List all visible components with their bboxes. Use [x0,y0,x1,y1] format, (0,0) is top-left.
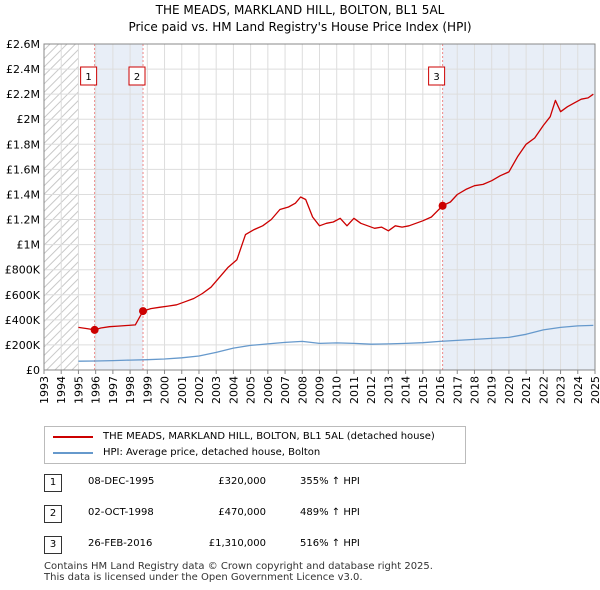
x-tick-label: 1997 [107,376,120,404]
property-price-line [78,93,594,331]
hpi-line [78,324,594,362]
chart-title: THE MEADS, MARKLAND HILL, BOLTON, BL1 5A… [155,3,445,17]
sale-label-box-1 [80,66,98,86]
x-tick-label: 2020 [503,376,516,404]
footer-copyright: Contains HM Land Registry data © Crown c… [44,561,433,572]
ownership-shade-2 [442,44,595,370]
sale-label-text-3: 3 [433,72,439,83]
y-tick-label: £2.2M [6,88,40,101]
x-tick-label: 2025 [589,376,600,404]
sale-date: 02-OCT-1998 [88,507,154,518]
sale-hpi-change: 489% ↑ HPI [300,507,360,518]
x-tick-label: 2002 [193,376,206,404]
footer-licence: This data is licensed under the Open Gov… [44,572,363,583]
y-tick-label: £2.6M [6,38,40,51]
x-tick-label: 1993 [38,376,51,404]
sale-number-box: 2 [44,505,62,523]
y-tick-label: £2M [17,113,41,126]
x-tick-label: 2011 [348,376,361,404]
x-tick-label: 2015 [417,376,430,404]
sale-date: 26-FEB-2016 [88,538,153,549]
x-tick-label: 2004 [227,376,240,404]
sale-row-2: 2 02-OCT-1998 £470,000 489% ↑ HPI [44,505,444,523]
x-tick-label: 2007 [279,376,292,404]
chart-subtitle: Price paid vs. HM Land Registry's House … [128,20,472,34]
x-tick-label: 2018 [468,376,481,404]
y-tick-label: £1.2M [6,214,40,227]
x-tick-label: 2019 [486,376,499,404]
x-tick-label: 2001 [176,376,189,404]
y-tick-label: £400K [5,314,41,327]
sale-number-box: 1 [44,474,62,492]
sale-hpi-change: 355% ↑ HPI [300,476,360,487]
y-tick-label: £1M [17,239,41,252]
legend-swatch-hpi [53,452,93,454]
y-tick-label: £1.4M [6,188,40,201]
y-tick-label: £1.8M [6,138,40,151]
sale-number-box: 3 [44,536,62,554]
x-tick-label: 2022 [537,376,550,404]
x-tick-label: 1994 [55,376,68,404]
price-chart: £0 £200K £400K £600K £800K £1M £1.2M £1.4M £1.6M… [5,38,600,404]
sale-price: £1,310,000 [208,538,266,549]
x-tick-label: 1995 [72,376,85,404]
x-tick-label: 1998 [124,376,137,404]
x-tick-label: 2013 [382,376,395,404]
x-tick-label: 2000 [159,376,172,404]
x-tick-label: 2023 [555,376,568,404]
sale-point-3 [438,201,447,210]
y-tick-label: £600K [5,289,41,302]
ownership-shade-1 [94,44,144,370]
x-tick-label: 2012 [365,376,378,404]
x-tick-label: 2006 [262,376,275,404]
x-tick-label: 2016 [434,376,447,404]
sale-label-text-1: 1 [85,72,91,83]
sale-row-3: 3 26-FEB-2016 £1,310,000 516% ↑ HPI [44,536,444,554]
x-tick-label: 2005 [245,376,258,404]
legend-label-hpi: HPI: Average price, detached house, Bolt… [103,447,321,458]
sale-point-2 [139,307,148,316]
x-tick-label: 2009 [314,376,327,404]
legend-swatch-property [53,436,93,438]
x-tick-label: 2003 [210,376,223,404]
sale-row-1: 1 08-DEC-1995 £320,000 355% ↑ HPI [44,474,444,492]
y-tick-label: £0 [26,364,40,377]
sale-price: £470,000 [218,507,266,518]
x-tick-label: 1996 [90,376,103,404]
sale-label-box-2 [128,66,146,86]
x-tick-label: 1999 [141,376,154,404]
sale-hpi-change: 516% ↑ HPI [300,538,360,549]
legend: THE MEADS, MARKLAND HILL, BOLTON, BL1 5A… [44,426,466,464]
y-tick-label: £800K [5,264,41,277]
legend-label-property: THE MEADS, MARKLAND HILL, BOLTON, BL1 5A… [103,431,435,442]
x-tick-label: 2024 [572,376,585,404]
x-tick-label: 2014 [400,376,413,404]
sale-label-text-2: 2 [134,72,140,83]
x-tick-label: 2017 [451,376,464,404]
y-tick-label: £200K [5,339,41,352]
sale-date: 08-DEC-1995 [88,476,155,487]
y-tick-label: £2.4M [6,63,40,76]
x-tick-label: 2008 [296,376,309,404]
x-tick-label: 2010 [331,376,344,404]
y-tick-label: £1.6M [6,163,40,176]
sale-label-box-3 [428,66,446,86]
sale-price: £320,000 [218,476,266,487]
x-tick-label: 2021 [520,376,533,404]
sale-point-1 [90,325,99,334]
